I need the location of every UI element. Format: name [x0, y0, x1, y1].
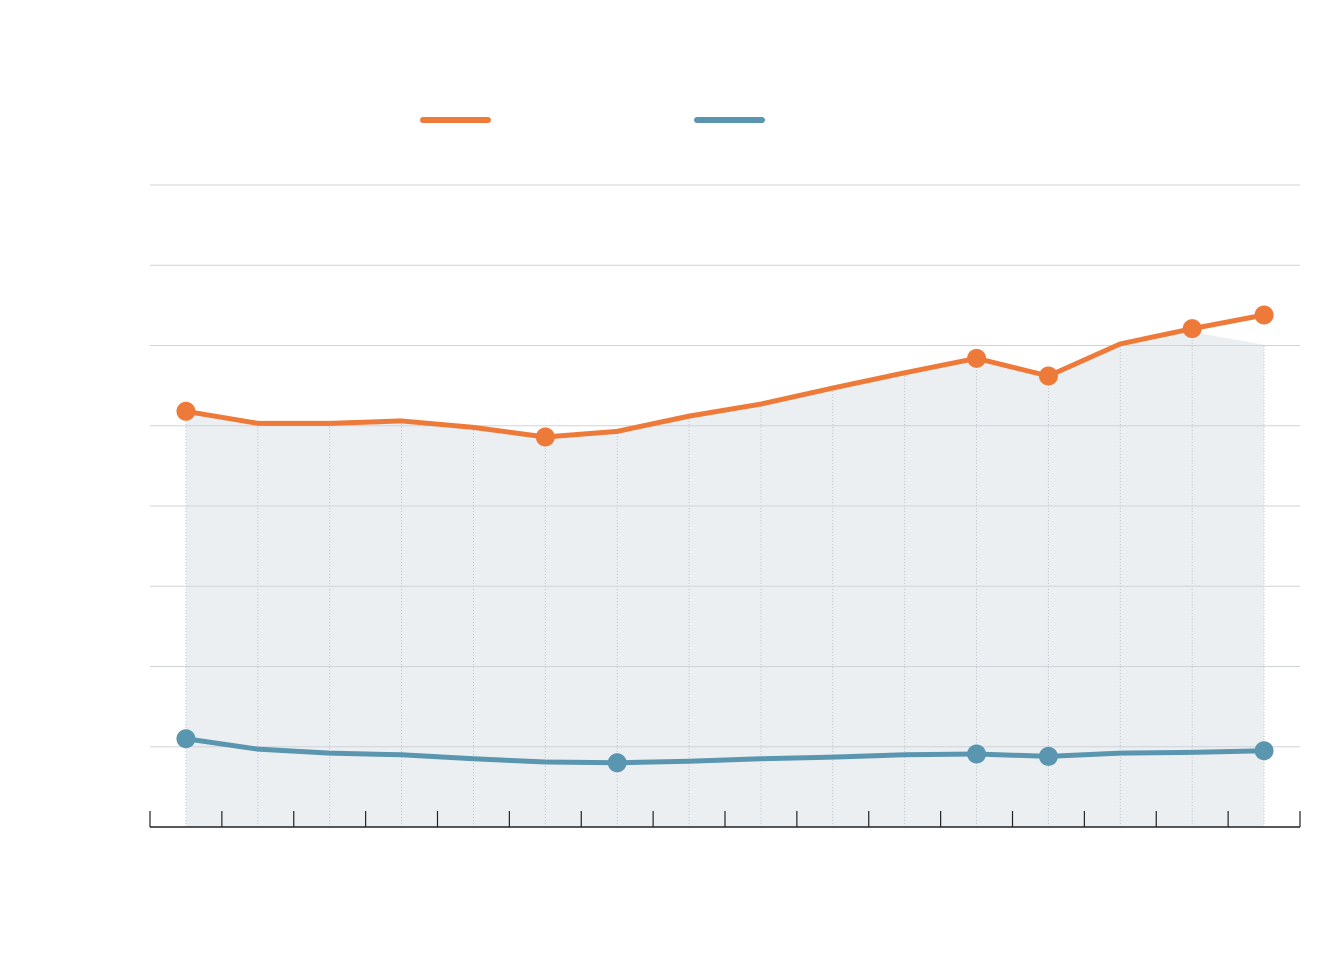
marker	[535, 427, 555, 447]
marker	[1038, 746, 1058, 766]
marker	[1254, 741, 1274, 761]
marker	[176, 401, 196, 421]
line	[185, 736, 1265, 766]
marker	[607, 753, 627, 773]
marker	[1038, 366, 1058, 386]
marker	[176, 729, 196, 749]
line	[185, 312, 1265, 440]
marker	[1182, 319, 1202, 339]
marker	[967, 348, 987, 368]
marker	[1254, 305, 1274, 325]
marker	[967, 744, 987, 764]
area	[185, 331, 1265, 827]
